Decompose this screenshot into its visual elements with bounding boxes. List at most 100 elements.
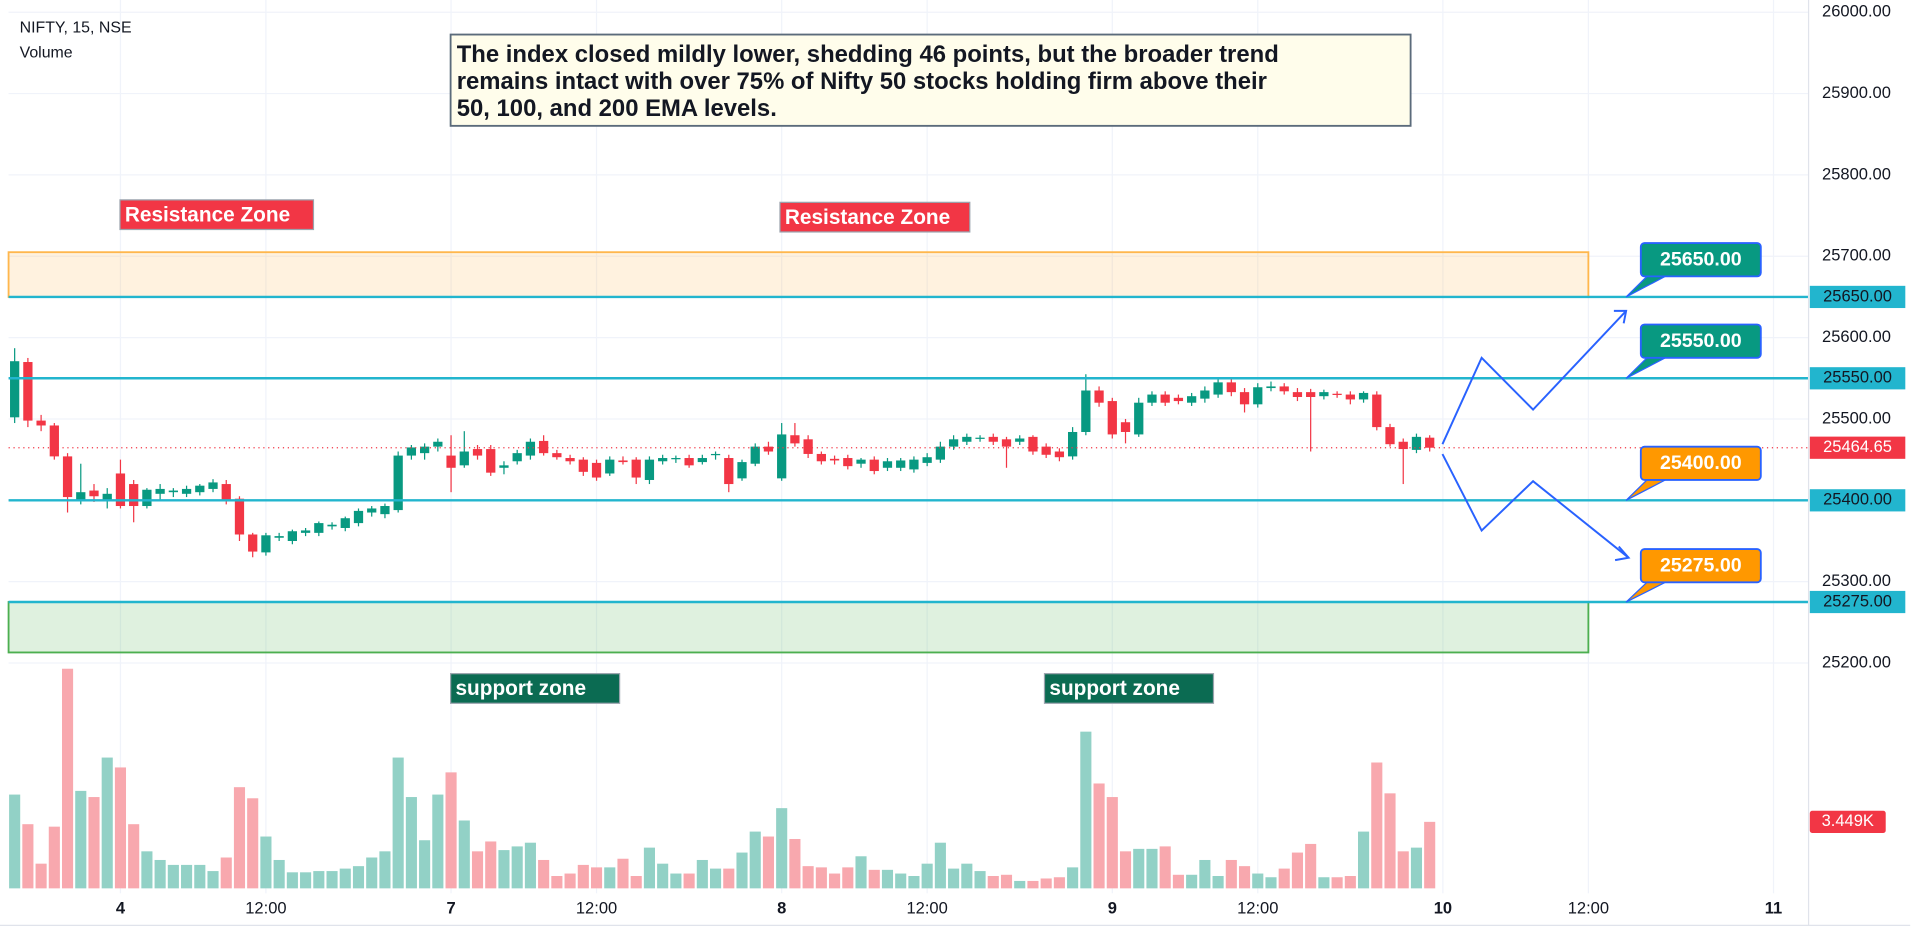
candle-body: [181, 488, 192, 494]
volume-bar: [762, 836, 775, 889]
volume-bar: [61, 668, 74, 889]
candle-body: [948, 439, 959, 447]
candle-body: [446, 455, 456, 468]
last-price-tag: [1809, 436, 1906, 459]
grid: [8, 0, 1809, 926]
y-tick-label: 25200.00: [1822, 652, 1891, 671]
x-tick-label: 12:00: [576, 899, 617, 918]
volume-bar: [366, 857, 378, 889]
volume-title: Volume: [20, 44, 73, 61]
zone-label-box: [450, 673, 621, 704]
candle-body: [1239, 392, 1250, 405]
candle-body: [1253, 387, 1263, 405]
volume-bar: [948, 868, 960, 889]
candle-body: [988, 436, 998, 442]
candle-body: [1372, 394, 1382, 428]
volume-bar: [498, 850, 510, 889]
zone: [7, 251, 1590, 298]
candle-body: [512, 453, 522, 462]
volume-bar: [1265, 877, 1277, 889]
volume-bar: [1080, 731, 1092, 889]
candle-body: [274, 536, 284, 538]
callout-pointer: [1625, 479, 1666, 501]
x-tick-label: 8: [777, 899, 786, 918]
level-tag: [1809, 367, 1906, 390]
volume-bar: [1410, 847, 1423, 889]
level-tag: [1809, 590, 1906, 614]
volume-bar: [233, 787, 246, 889]
volume-bar: [1371, 762, 1383, 889]
volume-bar: [538, 859, 550, 889]
zone-label-box: [119, 199, 315, 231]
volume-bar: [683, 873, 695, 889]
candle-body: [1226, 382, 1236, 393]
candle-body: [486, 449, 496, 473]
candle-body: [922, 457, 932, 463]
candle-body: [1345, 394, 1355, 400]
candle-body: [710, 453, 721, 456]
candle-body: [1385, 427, 1395, 445]
y-tick-label: 25300.00: [1822, 571, 1891, 590]
volume-bar: [710, 868, 722, 889]
candle-body: [1306, 392, 1316, 398]
zone-label: support zone: [456, 677, 587, 700]
volume-bar: [1225, 859, 1237, 889]
callout-label: 25275.00: [1660, 554, 1742, 576]
candle-body: [1094, 390, 1104, 403]
candle-body: [1160, 394, 1170, 403]
time-axis-bg: [0, 893, 1809, 934]
candle-body: [591, 462, 602, 478]
y-tick-label: 26000.00: [1822, 2, 1891, 21]
volume-bar: [895, 873, 907, 889]
x-tick-label: 12:00: [1237, 899, 1278, 918]
symbol-title: NIFTY, 15, NSE: [20, 20, 132, 37]
volume-pane: [9, 668, 1436, 889]
y-tick-label: 25500.00: [1822, 408, 1891, 427]
candle-body: [10, 361, 20, 418]
volume-bar: [643, 847, 655, 889]
candle-body: [1358, 392, 1369, 400]
candle-body: [658, 458, 668, 462]
zone-label: support zone: [1049, 677, 1180, 700]
candle-body: [62, 456, 73, 498]
level-tag-label: 25650.00: [1823, 286, 1892, 305]
candle-body: [843, 458, 853, 467]
candle-body: [1200, 390, 1210, 399]
volume-bar: [432, 794, 444, 889]
candle-body: [724, 458, 734, 485]
volume-bar: [1278, 868, 1290, 889]
volume-bar: [9, 794, 21, 889]
volume-bar: [776, 808, 788, 889]
candle-body: [1292, 392, 1303, 398]
volume-bar: [247, 798, 259, 889]
volume-bar: [1358, 831, 1370, 889]
y-tick-label: 25900.00: [1822, 83, 1891, 102]
callout-box: [1639, 445, 1762, 481]
volume-bar: [300, 872, 312, 889]
zone: [7, 601, 1590, 654]
volume-bar: [154, 859, 166, 889]
volume-bar: [1106, 797, 1118, 889]
volume-bar: [48, 826, 60, 889]
annotation-line: remains intact with over 75% of Nifty 50…: [457, 68, 1267, 95]
candle-body: [393, 455, 403, 511]
volume-bar: [577, 864, 589, 889]
y-tick-label: 25700.00: [1822, 246, 1891, 265]
volume-bar: [339, 868, 351, 889]
candle-body: [23, 362, 33, 421]
candle-body: [314, 523, 324, 533]
volume-bar: [273, 859, 285, 889]
zone-label: Resistance Zone: [125, 203, 290, 226]
volume-bar: [220, 857, 232, 889]
volume-bar: [1040, 878, 1052, 889]
candle-body: [962, 436, 972, 442]
candle-body: [155, 488, 165, 494]
volume-bar: [1159, 846, 1171, 889]
volume-bar: [471, 851, 484, 889]
volume-bar: [419, 840, 431, 889]
volume-bar: [114, 767, 127, 889]
volume-bar: [1344, 876, 1356, 889]
candle-body: [803, 439, 813, 454]
volume-bar: [207, 871, 219, 889]
